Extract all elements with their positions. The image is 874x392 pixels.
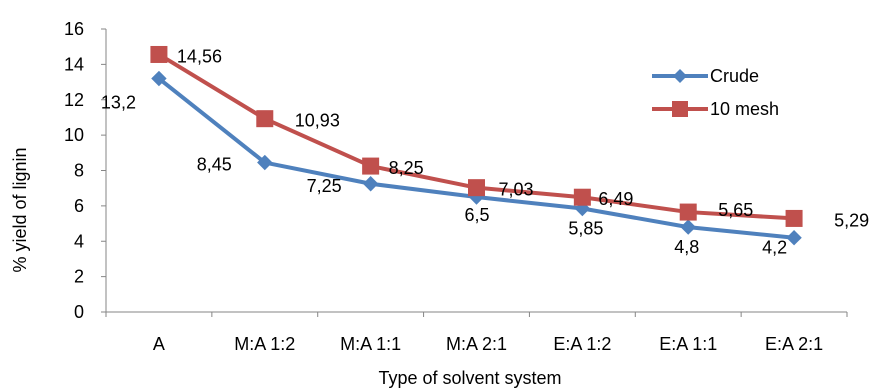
x-tick-label: E:A 1:1: [659, 334, 717, 354]
data-label: 10,93: [295, 111, 340, 131]
y-axis-title: % yield of lignin: [10, 147, 30, 272]
data-label: 4,8: [674, 237, 699, 257]
data-label: 7,25: [307, 176, 342, 196]
data-label: 8,45: [197, 155, 232, 175]
data-point-10-mesh: [150, 45, 168, 63]
y-tick-label: 8: [74, 161, 84, 181]
x-tick-label: M:A 2:1: [446, 334, 507, 354]
data-point-crude: [362, 176, 379, 192]
legend-marker: [672, 101, 688, 117]
y-tick-label: 6: [74, 196, 84, 216]
data-label: 5,85: [568, 219, 603, 239]
data-label: 13,2: [101, 93, 136, 113]
legend-label: Crude: [710, 66, 759, 86]
x-tick-label: M:A 1:1: [340, 334, 401, 354]
data-label: 5,29: [834, 210, 869, 230]
y-tick-label: 12: [64, 90, 84, 110]
data-label: 6,49: [598, 189, 633, 209]
axes: 0 2 4 6 8 10 12 14 16 A M:A 1:2 M:A 1:1 M:A 2:1 E:A 1…: [64, 19, 848, 354]
data-label: 8,25: [389, 158, 424, 178]
legend-label: 10 mesh: [710, 99, 779, 119]
x-tick-label: A: [153, 334, 165, 354]
data-point-10-mesh: [679, 203, 697, 221]
data-point-10-mesh: [362, 157, 380, 175]
data-label: 4,2: [762, 238, 787, 258]
data-label: 5,65: [718, 200, 753, 220]
series-lines: [150, 45, 803, 246]
legend-marker: [673, 69, 687, 83]
data-label: 7,03: [499, 180, 534, 200]
legend: Crude 10 mesh: [652, 66, 779, 119]
data-label: 14,56: [177, 46, 222, 66]
data-point-10-mesh: [256, 110, 274, 128]
data-point-crude: [680, 219, 696, 235]
data-point-10-mesh: [573, 188, 591, 206]
data-point-10-mesh: [468, 179, 485, 197]
x-tick-label: E:A 1:2: [553, 334, 611, 354]
data-point-crude: [257, 154, 273, 171]
y-tick-label: 14: [64, 54, 84, 74]
data-label: 6,5: [465, 205, 490, 225]
y-tick-label: 4: [74, 231, 84, 251]
x-tick-label: M:A 1:2: [234, 334, 295, 354]
data-point-crude: [786, 230, 802, 246]
data-labels: 13,2 8,45 7,25 6,5 5,85 4,8 4,2 14,56 10,93 8,25 7…: [101, 46, 869, 257]
y-tick-label: 16: [64, 19, 84, 39]
x-tick-label: E:A 2:1: [765, 334, 823, 354]
y-tick-label: 10: [64, 125, 84, 145]
y-tick-label: 2: [74, 267, 84, 287]
x-axis-title: Type of solvent system: [378, 368, 561, 388]
data-point-10-mesh: [785, 209, 803, 227]
data-point-crude: [151, 70, 167, 87]
y-tick-label: 0: [74, 302, 84, 322]
